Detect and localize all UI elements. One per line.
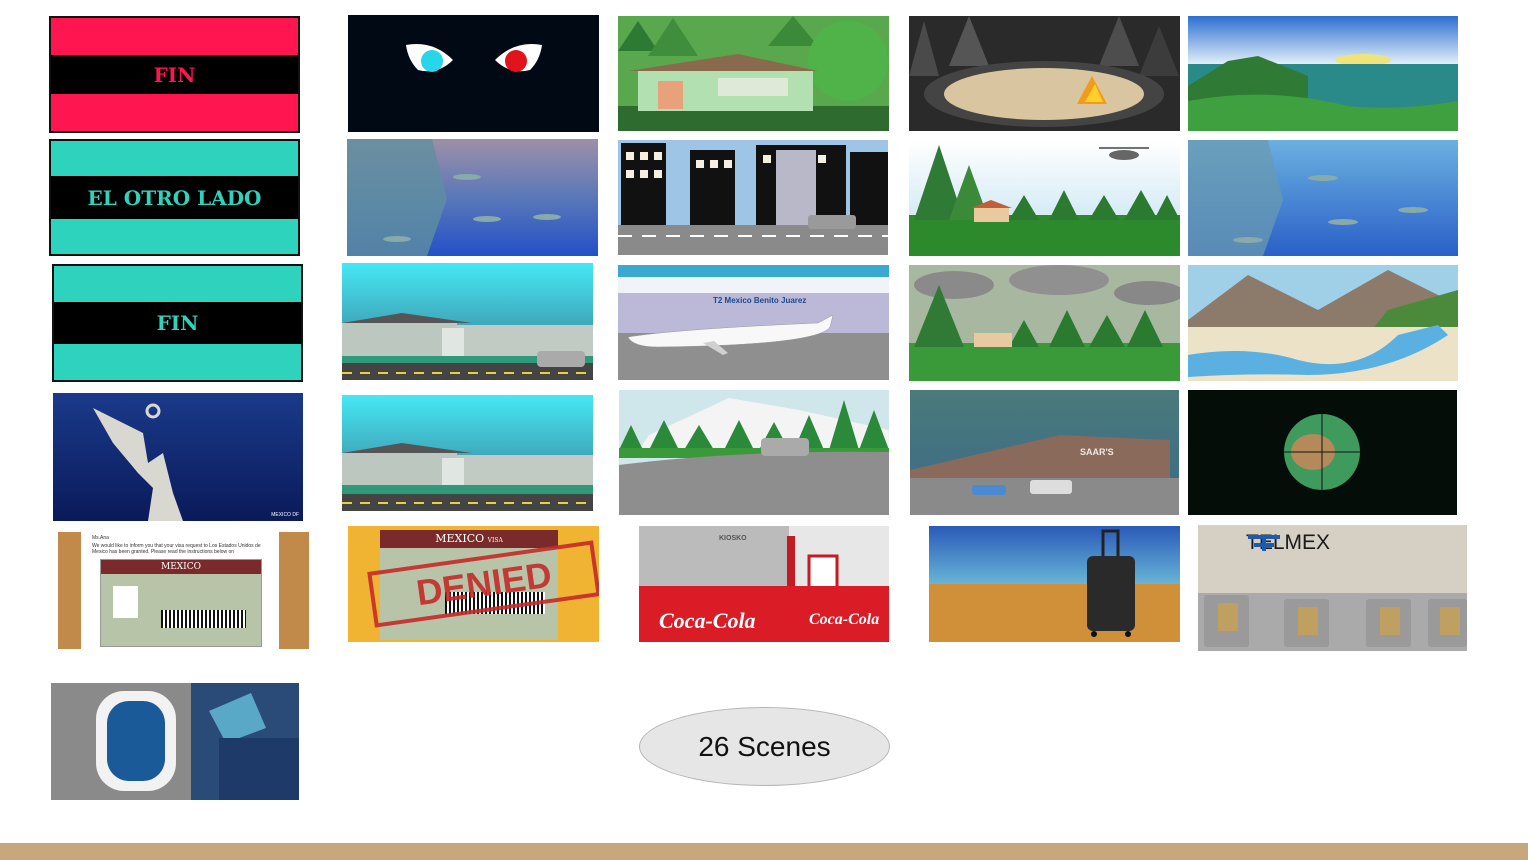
scene-thumb-visa-denied[interactable]: MEXICO VISA DENIED xyxy=(348,526,599,642)
denied-visa-label: MEXICO xyxy=(435,532,485,545)
scene-thumb-campfire[interactable] xyxy=(909,16,1180,131)
scene-thumb-ocean-island[interactable] xyxy=(1188,16,1458,131)
scene-thumb-mountain-road[interactable] xyxy=(619,390,889,515)
suburb-street-2-illustration xyxy=(342,395,593,511)
suitcase-illustration xyxy=(929,526,1180,642)
scene-thumb-mountain-river[interactable] xyxy=(1188,265,1458,381)
airport-illustration: T2 Mexico Benito Juarez xyxy=(618,265,889,380)
scene-thumb-underwater[interactable] xyxy=(1188,140,1458,256)
airport-sign: T2 Mexico Benito Juarez xyxy=(713,296,806,305)
angel-caption: MEXICO DF xyxy=(271,512,299,518)
scene-thumb-suitcase[interactable] xyxy=(929,526,1180,642)
scene-thumb-fin-red[interactable]: FIN xyxy=(49,16,300,133)
scene-thumb-underwater-cliff[interactable] xyxy=(347,139,598,256)
scene-thumb-airplane-window[interactable] xyxy=(51,683,299,800)
scene-title: FIN xyxy=(51,55,298,94)
scene-thumb-el-otro-lado[interactable]: EL OTRO LADO xyxy=(49,139,300,256)
scope-deer-illustration xyxy=(1188,390,1457,515)
denied-visa-card: MEXICO VISA xyxy=(380,530,558,640)
suburb-street-illustration xyxy=(342,263,593,380)
scene-thumb-forest-helicopter[interactable] xyxy=(909,140,1180,256)
scene-thumb-suburb-street[interactable] xyxy=(342,263,593,380)
scene-thumb-house-forest[interactable] xyxy=(618,16,889,131)
kiosk-illustration: KIOSKO Coca-Cola Coca-Cola xyxy=(639,526,889,642)
frame-right xyxy=(279,532,309,649)
eyes-illustration xyxy=(348,15,599,132)
forest-helicopter-illustration xyxy=(909,140,1180,256)
denied-visa-suffix: VISA xyxy=(487,537,503,544)
bottom-bar xyxy=(0,843,1528,860)
scene-thumb-suburb-street-2[interactable] xyxy=(342,395,593,511)
visa-card-label: MEXICO xyxy=(101,560,261,574)
mountain-river-illustration xyxy=(1188,265,1458,381)
denied-visa-header: MEXICO VISA xyxy=(380,530,558,548)
scene-title: EL OTRO LADO xyxy=(51,176,298,219)
scene-thumb-kiosk[interactable]: KIOSKO Coca-Cola Coca-Cola xyxy=(639,526,889,642)
cloudy-forest-illustration xyxy=(909,265,1180,381)
photo-placeholder xyxy=(113,586,138,618)
store-illustration: SAAR'S xyxy=(910,390,1179,515)
kiosk-brand-left: Coca-Cola xyxy=(659,608,756,633)
scene-thumb-fin-teal[interactable]: FIN xyxy=(52,264,303,382)
underwater-illustration xyxy=(1188,140,1458,256)
scene-thumb-cloudy-forest[interactable] xyxy=(909,265,1180,381)
frame-left xyxy=(58,532,81,649)
store-sign: SAAR'S xyxy=(1080,447,1114,457)
visa-card: MEXICO xyxy=(100,559,262,647)
angel-monument-illustration xyxy=(53,393,303,521)
scene-thumb-scope-deer[interactable] xyxy=(1188,390,1457,515)
payphones-illustration xyxy=(1198,535,1467,651)
campfire-illustration xyxy=(909,16,1180,131)
scene-title: FIN xyxy=(54,301,301,345)
city-street-illustration xyxy=(618,140,888,255)
scene-thumb-eyes[interactable] xyxy=(348,15,599,132)
letter-greeting: Ms.Ana xyxy=(92,535,109,541)
scene-thumb-city-street[interactable] xyxy=(618,140,888,255)
scene-thumb-airport[interactable]: T2 Mexico Benito Juarez xyxy=(618,265,889,380)
denied-barcode xyxy=(445,592,545,614)
ocean-island-illustration xyxy=(1188,16,1458,131)
scene-thumb-visa-letter[interactable]: Ms.Ana We would like to inform you that … xyxy=(58,532,309,649)
scene-count-label: 26 Scenes xyxy=(639,707,890,786)
kiosk-brand-right: Coca-Cola xyxy=(809,611,879,628)
letter-body: We would like to inform you that your vi… xyxy=(92,543,261,555)
mountain-road-illustration xyxy=(619,390,889,515)
underwater-cliff-illustration xyxy=(347,139,598,256)
house-forest-illustration xyxy=(618,16,889,131)
scene-thumb-angel-monument[interactable]: MEXICO DF xyxy=(53,393,303,521)
airplane-window-illustration xyxy=(51,683,299,800)
visa-barcode xyxy=(161,610,246,628)
scene-thumb-store[interactable]: SAAR'S xyxy=(910,390,1179,515)
scene-thumb-telmex-phones[interactable]: TELMEX xyxy=(1198,525,1467,651)
kiosk-sign: KIOSKO xyxy=(719,535,747,542)
